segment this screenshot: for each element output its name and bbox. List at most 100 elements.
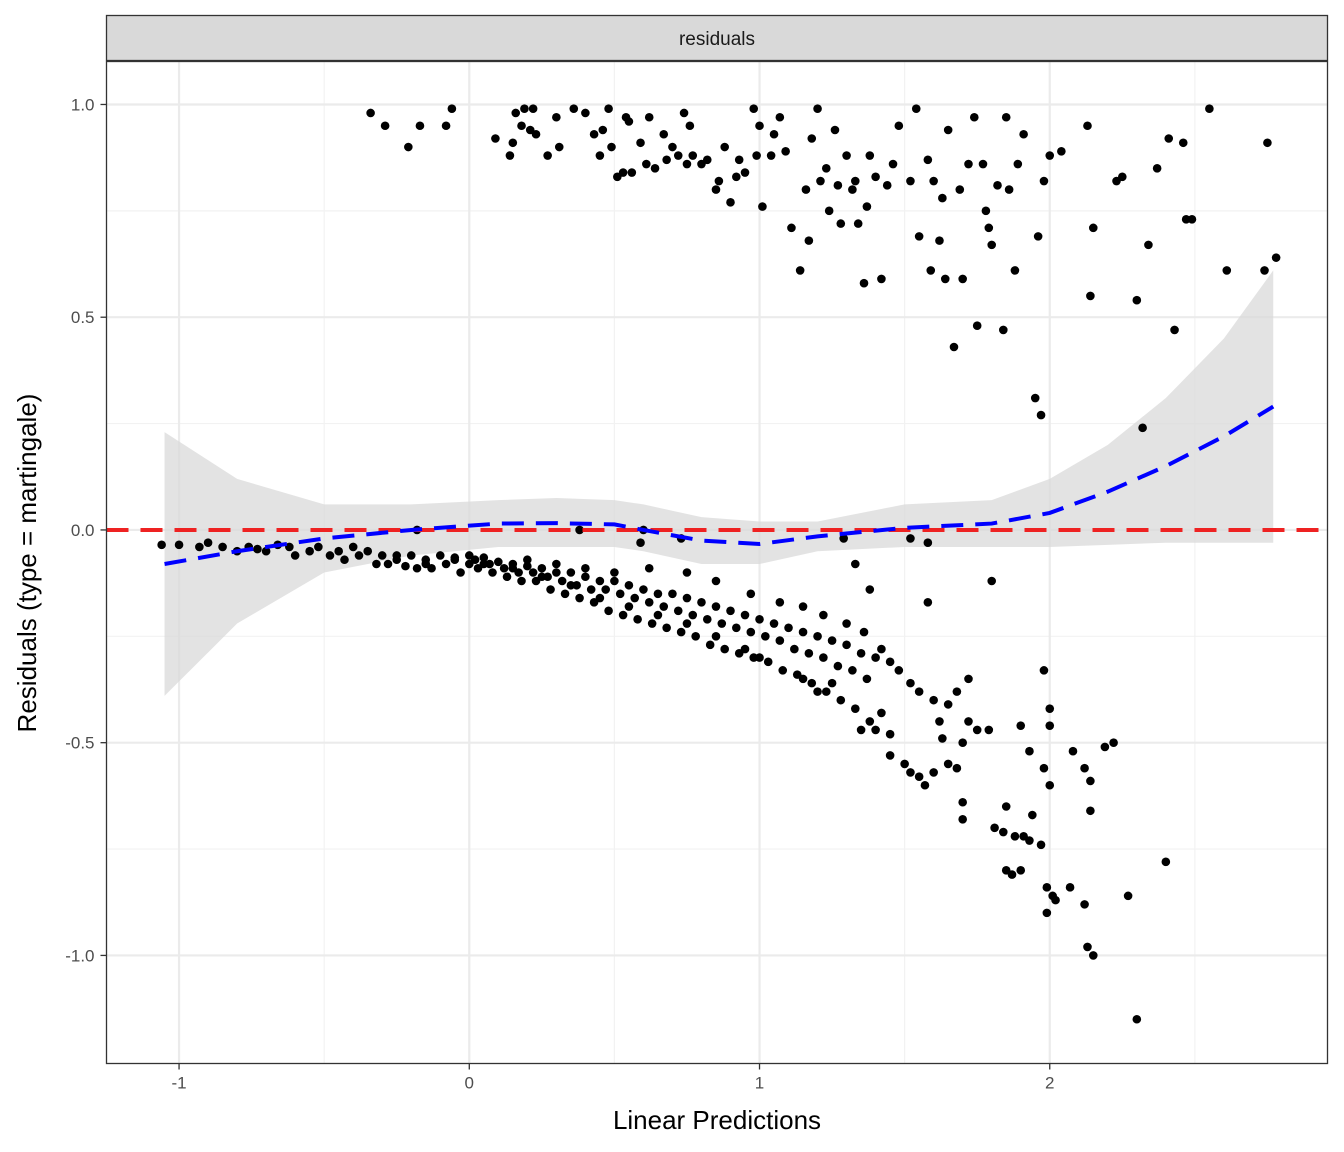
data-point <box>842 151 851 160</box>
data-point <box>914 232 924 241</box>
data-point <box>848 185 857 194</box>
data-point <box>987 576 997 586</box>
data-point <box>935 717 944 726</box>
data-point <box>923 597 933 607</box>
data-point <box>682 159 692 169</box>
data-point <box>1086 806 1095 816</box>
data-point <box>508 138 518 148</box>
data-point <box>819 653 828 662</box>
data-point <box>943 700 953 709</box>
data-point <box>734 155 744 165</box>
data-point <box>935 236 944 245</box>
data-point <box>470 555 480 565</box>
data-point <box>659 129 669 139</box>
data-points <box>157 104 1281 1024</box>
data-point <box>546 585 555 594</box>
data-point <box>607 142 616 152</box>
data-point <box>807 134 817 143</box>
data-point <box>610 576 619 586</box>
data-point <box>938 734 947 743</box>
data-point <box>392 551 402 560</box>
data-point <box>943 759 953 769</box>
data-point <box>877 644 886 654</box>
data-point <box>1170 325 1179 335</box>
data-point <box>816 176 825 186</box>
data-point <box>769 619 779 628</box>
data-point <box>1123 891 1133 901</box>
data-point <box>790 644 799 654</box>
data-point <box>653 589 663 599</box>
data-point <box>984 223 994 233</box>
data-point <box>1138 423 1147 433</box>
data-point <box>595 151 605 160</box>
data-point <box>842 619 851 628</box>
data-point <box>720 644 729 654</box>
data-point <box>839 534 848 543</box>
data-point <box>633 615 642 624</box>
data-point <box>1083 121 1092 131</box>
data-point <box>1010 831 1020 841</box>
data-point <box>1004 185 1014 194</box>
data-point <box>769 129 779 139</box>
data-point <box>821 687 831 696</box>
data-point <box>1086 291 1095 301</box>
data-point <box>1263 138 1272 148</box>
data-point <box>679 108 689 118</box>
data-point <box>644 112 654 122</box>
data-point <box>575 525 584 535</box>
data-point <box>836 695 846 705</box>
data-point <box>923 155 933 165</box>
data-point <box>853 219 863 228</box>
data-point <box>940 274 950 284</box>
data-point <box>1100 742 1110 752</box>
data-point <box>798 674 808 684</box>
data-point <box>1016 866 1026 875</box>
data-point <box>685 121 695 131</box>
data-point <box>801 185 811 194</box>
data-point <box>813 104 822 114</box>
data-point <box>819 610 828 620</box>
data-point <box>624 117 634 126</box>
data-point <box>859 627 869 637</box>
data-point <box>676 627 686 637</box>
data-point <box>711 632 721 641</box>
data-point <box>636 138 645 148</box>
data-point <box>404 142 413 152</box>
data-point <box>972 321 982 331</box>
data-point <box>763 657 773 667</box>
data-point <box>639 585 648 594</box>
data-point <box>537 572 547 582</box>
y-axis-title: Residuals (type = martingale) <box>12 394 42 733</box>
facet-strip-label: residuals <box>679 29 755 50</box>
data-point <box>624 602 634 611</box>
data-point <box>842 640 851 650</box>
data-point <box>929 695 938 705</box>
data-point <box>949 342 959 352</box>
data-point <box>662 155 671 165</box>
data-point <box>906 678 915 688</box>
data-point <box>836 219 846 228</box>
y-axis: 1.0 0.5 0.0 -0.5 -1.0 <box>65 95 107 965</box>
data-point <box>604 104 613 114</box>
data-point <box>610 568 619 577</box>
data-point <box>1057 146 1066 156</box>
data-point <box>340 555 349 565</box>
data-point <box>871 172 880 182</box>
data-point <box>372 559 381 569</box>
data-point <box>746 627 756 637</box>
data-point <box>1039 666 1049 675</box>
data-point <box>958 797 967 807</box>
data-point <box>999 827 1008 837</box>
data-point <box>865 151 875 160</box>
data-point <box>746 589 756 599</box>
data-point <box>1152 163 1162 173</box>
data-point <box>659 602 669 611</box>
data-point <box>964 717 973 726</box>
x-tick-label: 1 <box>755 1074 764 1093</box>
data-point <box>906 534 915 543</box>
data-point <box>1205 104 1214 114</box>
data-point <box>618 610 628 620</box>
x-tick-label: 2 <box>1045 1074 1054 1093</box>
data-point <box>650 163 660 173</box>
